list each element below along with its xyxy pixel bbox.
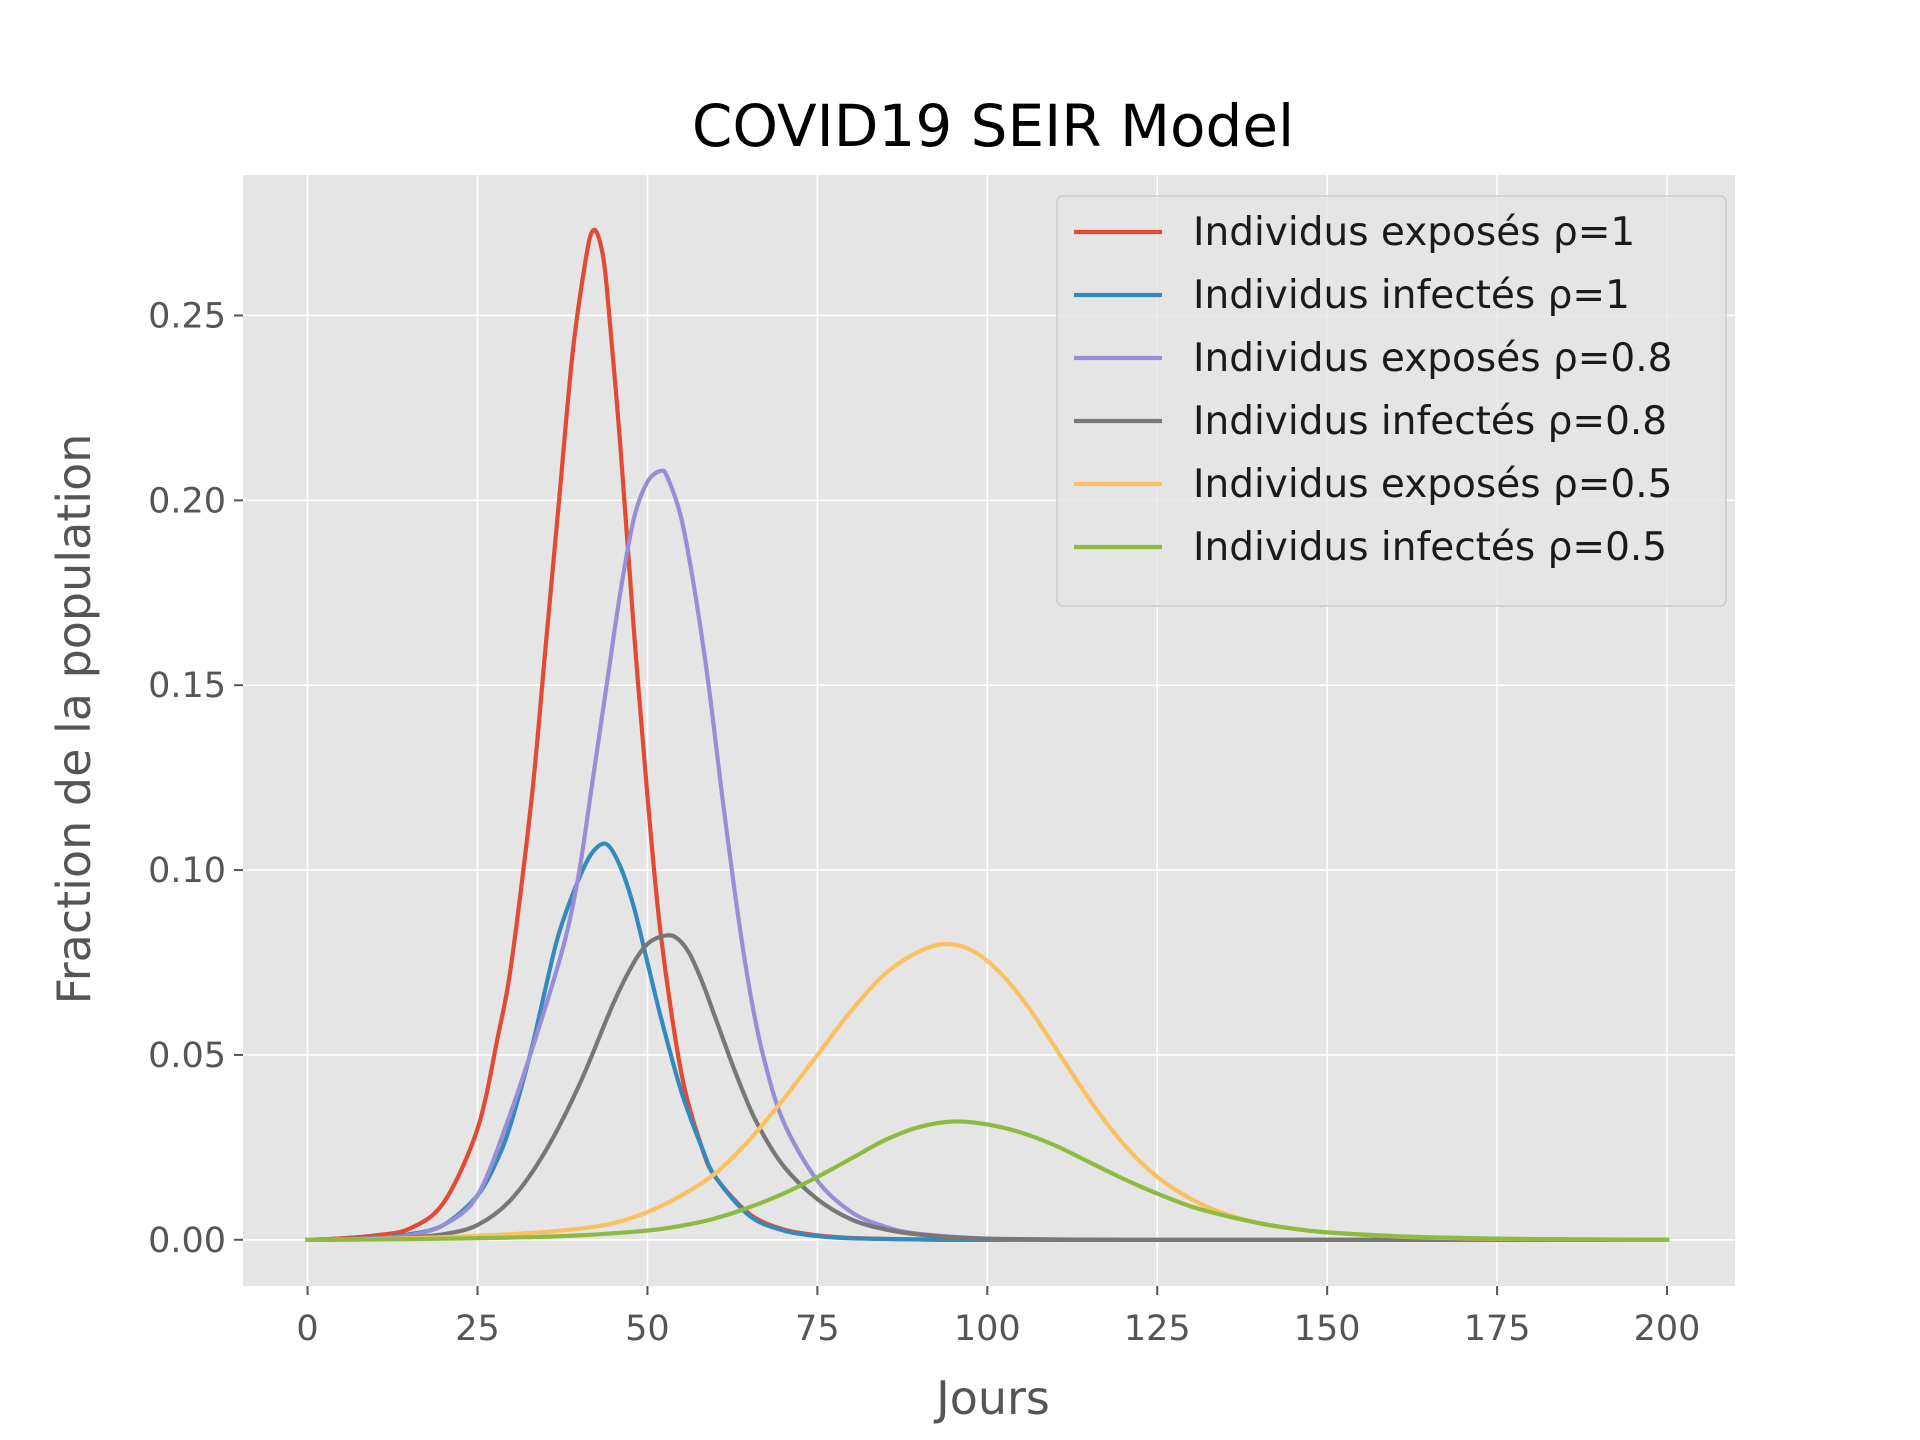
x-tick-label: 125 <box>1124 1309 1191 1349</box>
legend: Individus exposés ρ=1 Individus infectés … <box>1056 195 1727 607</box>
x-axis-label: Jours <box>933 1371 1050 1425</box>
legend-label: Individus infectés ρ=0.8 <box>1193 399 1667 444</box>
series-line-2 <box>305 841 1670 1242</box>
y-tick-label: 0.20 <box>148 481 226 521</box>
y-tick-label: 0.05 <box>148 1036 226 1076</box>
legend-label: Individus exposés ρ=0.8 <box>1193 336 1672 381</box>
series-lines <box>305 227 1670 1242</box>
legend-label: Individus exposés ρ=1 <box>1193 210 1635 255</box>
y-tick-label: 0.25 <box>148 296 226 336</box>
chart-title: COVID19 SEIR Model <box>692 92 1294 160</box>
axis-ticks: 0 25 50 75 100 125 150 175 200 0.00 0.05 0.10 0.15 0.… <box>148 296 1700 1349</box>
y-axis-label: Fraction de la population <box>47 434 101 1005</box>
x-tick-label: 100 <box>954 1309 1021 1349</box>
legend-label: Individus exposés ρ=0.5 <box>1193 462 1672 507</box>
legend-box <box>1056 195 1727 607</box>
x-tick-label: 200 <box>1634 1309 1701 1349</box>
x-tick-label: 75 <box>795 1309 840 1349</box>
y-tick-label: 0.10 <box>148 851 226 891</box>
y-tick-label: 0.15 <box>148 666 226 706</box>
legend-label: Individus infectés ρ=1 <box>1193 273 1630 318</box>
x-tick-label: 0 <box>296 1309 318 1349</box>
x-tick-label: 175 <box>1464 1309 1531 1349</box>
y-tick-label: 0.00 <box>148 1221 226 1261</box>
series-line-4 <box>305 933 1670 1242</box>
x-tick-label: 25 <box>455 1309 500 1349</box>
legend-label: Individus infectés ρ=0.5 <box>1193 525 1667 570</box>
x-tick-label: 50 <box>625 1309 670 1349</box>
x-tick-label: 150 <box>1294 1309 1361 1349</box>
series-line-6 <box>305 1119 1670 1242</box>
